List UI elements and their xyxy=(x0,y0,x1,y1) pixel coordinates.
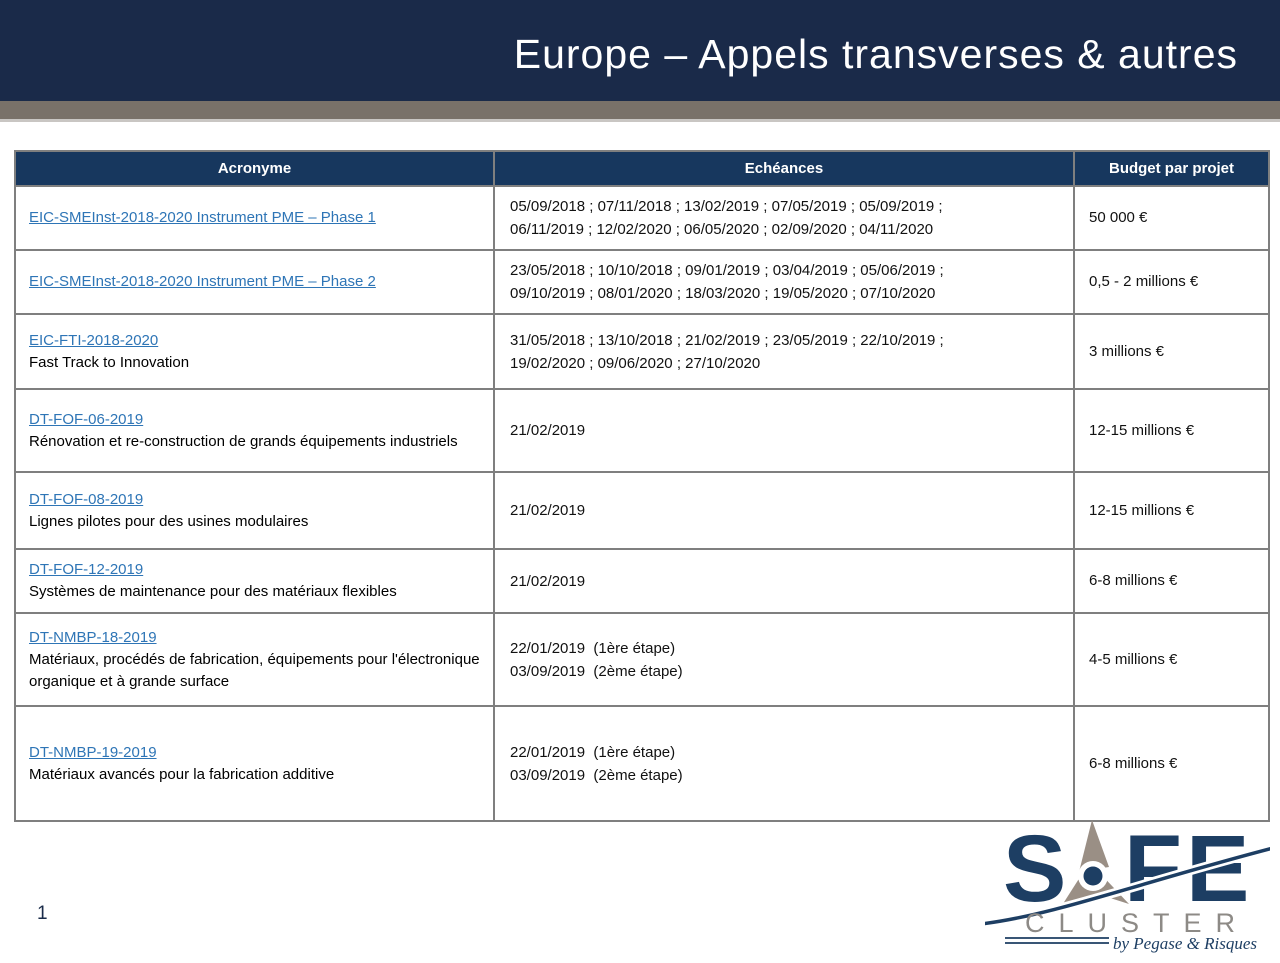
acronym-link[interactable]: EIC-FTI-2018-2020 xyxy=(29,331,159,349)
deadlines-cell: 31/05/2018 ; 13/10/2018 ; 21/02/2019 ; 2… xyxy=(493,313,1075,390)
header-budget: Budget par projet xyxy=(1073,150,1270,187)
deadlines-cell: 21/02/2019 xyxy=(493,548,1075,614)
logo-letter-s: S xyxy=(1003,820,1066,922)
call-description: Matériaux, procédés de fabrication, équi… xyxy=(29,650,480,690)
logo-cluster-text: CLUSTER xyxy=(1025,908,1249,938)
table-row: DT-FOF-12-2019 Systèmes de maintenance p… xyxy=(14,548,1270,614)
acronym-cell: DT-FOF-08-2019 Lignes pilotes pour des u… xyxy=(14,471,495,550)
acronym-link[interactable]: DT-FOF-08-2019 xyxy=(29,490,144,508)
budget-cell: 12-15 millions € xyxy=(1073,388,1270,473)
acronym-cell: DT-FOF-06-2019 Rénovation et re-construc… xyxy=(14,388,495,473)
call-description: Systèmes de maintenance pour des matéria… xyxy=(29,583,397,600)
budget-cell: 12-15 millions € xyxy=(1073,471,1270,550)
table-row: EIC-FTI-2018-2020 Fast Track to Innovati… xyxy=(14,313,1270,390)
tagline-rules xyxy=(1005,937,1109,944)
accent-bar xyxy=(0,101,1280,119)
deadlines-cell: 22/01/2019 (1ère étape) 03/09/2019 (2ème… xyxy=(493,705,1075,822)
acronym-cell: EIC-SMEInst-2018-2020 Instrument PME – P… xyxy=(14,249,495,315)
page-number: 1 xyxy=(37,903,48,924)
budget-cell: 6-8 millions € xyxy=(1073,548,1270,614)
logo-tagline: by Pegase & Risques xyxy=(1113,934,1257,953)
acronym-link[interactable]: EIC-SMEInst-2018-2020 Instrument PME – P… xyxy=(29,273,376,290)
table-row: DT-FOF-06-2019 Rénovation et re-construc… xyxy=(14,388,1270,473)
call-description: Rénovation et re-construction de grands … xyxy=(29,432,458,450)
slide-title: Europe – Appels transverses & autres xyxy=(513,31,1238,77)
deadlines-cell: 21/02/2019 xyxy=(493,471,1075,550)
acronym-cell: DT-NMBP-18-2019 Matériaux, procédés de f… xyxy=(14,612,495,707)
deadlines-cell: 22/01/2019 (1ère étape) 03/09/2019 (2ème… xyxy=(493,612,1075,707)
table-row: DT-NMBP-19-2019 Matériaux avancés pour l… xyxy=(14,705,1270,822)
table-row: DT-NMBP-18-2019 Matériaux, procédés de f… xyxy=(14,612,1270,707)
deadlines-cell: 21/02/2019 xyxy=(493,388,1075,473)
swoosh-icon xyxy=(979,843,1275,929)
acronym-link[interactable]: DT-FOF-12-2019 xyxy=(29,561,144,578)
acronym-cell: DT-FOF-12-2019 Systèmes de maintenance p… xyxy=(14,548,495,614)
acronym-link[interactable]: EIC-SMEInst-2018-2020 Instrument PME – P… xyxy=(29,209,376,226)
title-bar xyxy=(0,0,1280,101)
budget-cell: 0,5 - 2 millions € xyxy=(1073,249,1270,315)
table-row: EIC-SMEInst-2018-2020 Instrument PME – P… xyxy=(14,249,1270,315)
header-acronyme: Acronyme xyxy=(14,150,495,187)
acronym-cell: DT-NMBP-19-2019 Matériaux avancés pour l… xyxy=(14,705,495,822)
call-description: Fast Track to Innovation xyxy=(29,353,190,371)
table-row: DT-FOF-08-2019 Lignes pilotes pour des u… xyxy=(14,471,1270,550)
acronym-cell: EIC-FTI-2018-2020 Fast Track to Innovati… xyxy=(14,313,495,390)
acronym-link[interactable]: DT-NMBP-18-2019 xyxy=(29,628,157,646)
header-echeances: Echéances xyxy=(493,150,1075,187)
call-description: Lignes pilotes pour des usines modulaire… xyxy=(29,512,309,530)
budget-cell: 50 000 € xyxy=(1073,185,1270,251)
table-row: EIC-SMEInst-2018-2020 Instrument PME – P… xyxy=(14,185,1270,251)
deadlines-cell: 05/09/2018 ; 07/11/2018 ; 13/02/2019 ; 0… xyxy=(493,185,1075,251)
budget-cell: 6-8 millions € xyxy=(1073,705,1270,822)
logo-letter-f: F xyxy=(1124,820,1182,922)
safe-cluster-logo: S F E CLUSTER by Pegase & Risques xyxy=(979,816,1275,958)
accent-bar-shadow xyxy=(0,119,1280,122)
budget-cell: 3 millions € xyxy=(1073,313,1270,390)
acronym-link[interactable]: DT-FOF-06-2019 xyxy=(29,410,144,428)
calls-table: Acronyme Echéances Budget par projet EIC… xyxy=(14,150,1270,822)
budget-cell: 4-5 millions € xyxy=(1073,612,1270,707)
table-header-row: Acronyme Echéances Budget par projet xyxy=(14,150,1270,187)
safe-cluster-logo-graphic: S F E CLUSTER by Pegase & Risques xyxy=(979,816,1275,953)
call-description: Matériaux avancés pour la fabrication ad… xyxy=(29,765,335,783)
acronym-link[interactable]: DT-NMBP-19-2019 xyxy=(29,743,157,761)
acronym-cell: EIC-SMEInst-2018-2020 Instrument PME – P… xyxy=(14,185,495,251)
deadlines-cell: 23/05/2018 ; 10/10/2018 ; 09/01/2019 ; 0… xyxy=(493,249,1075,315)
